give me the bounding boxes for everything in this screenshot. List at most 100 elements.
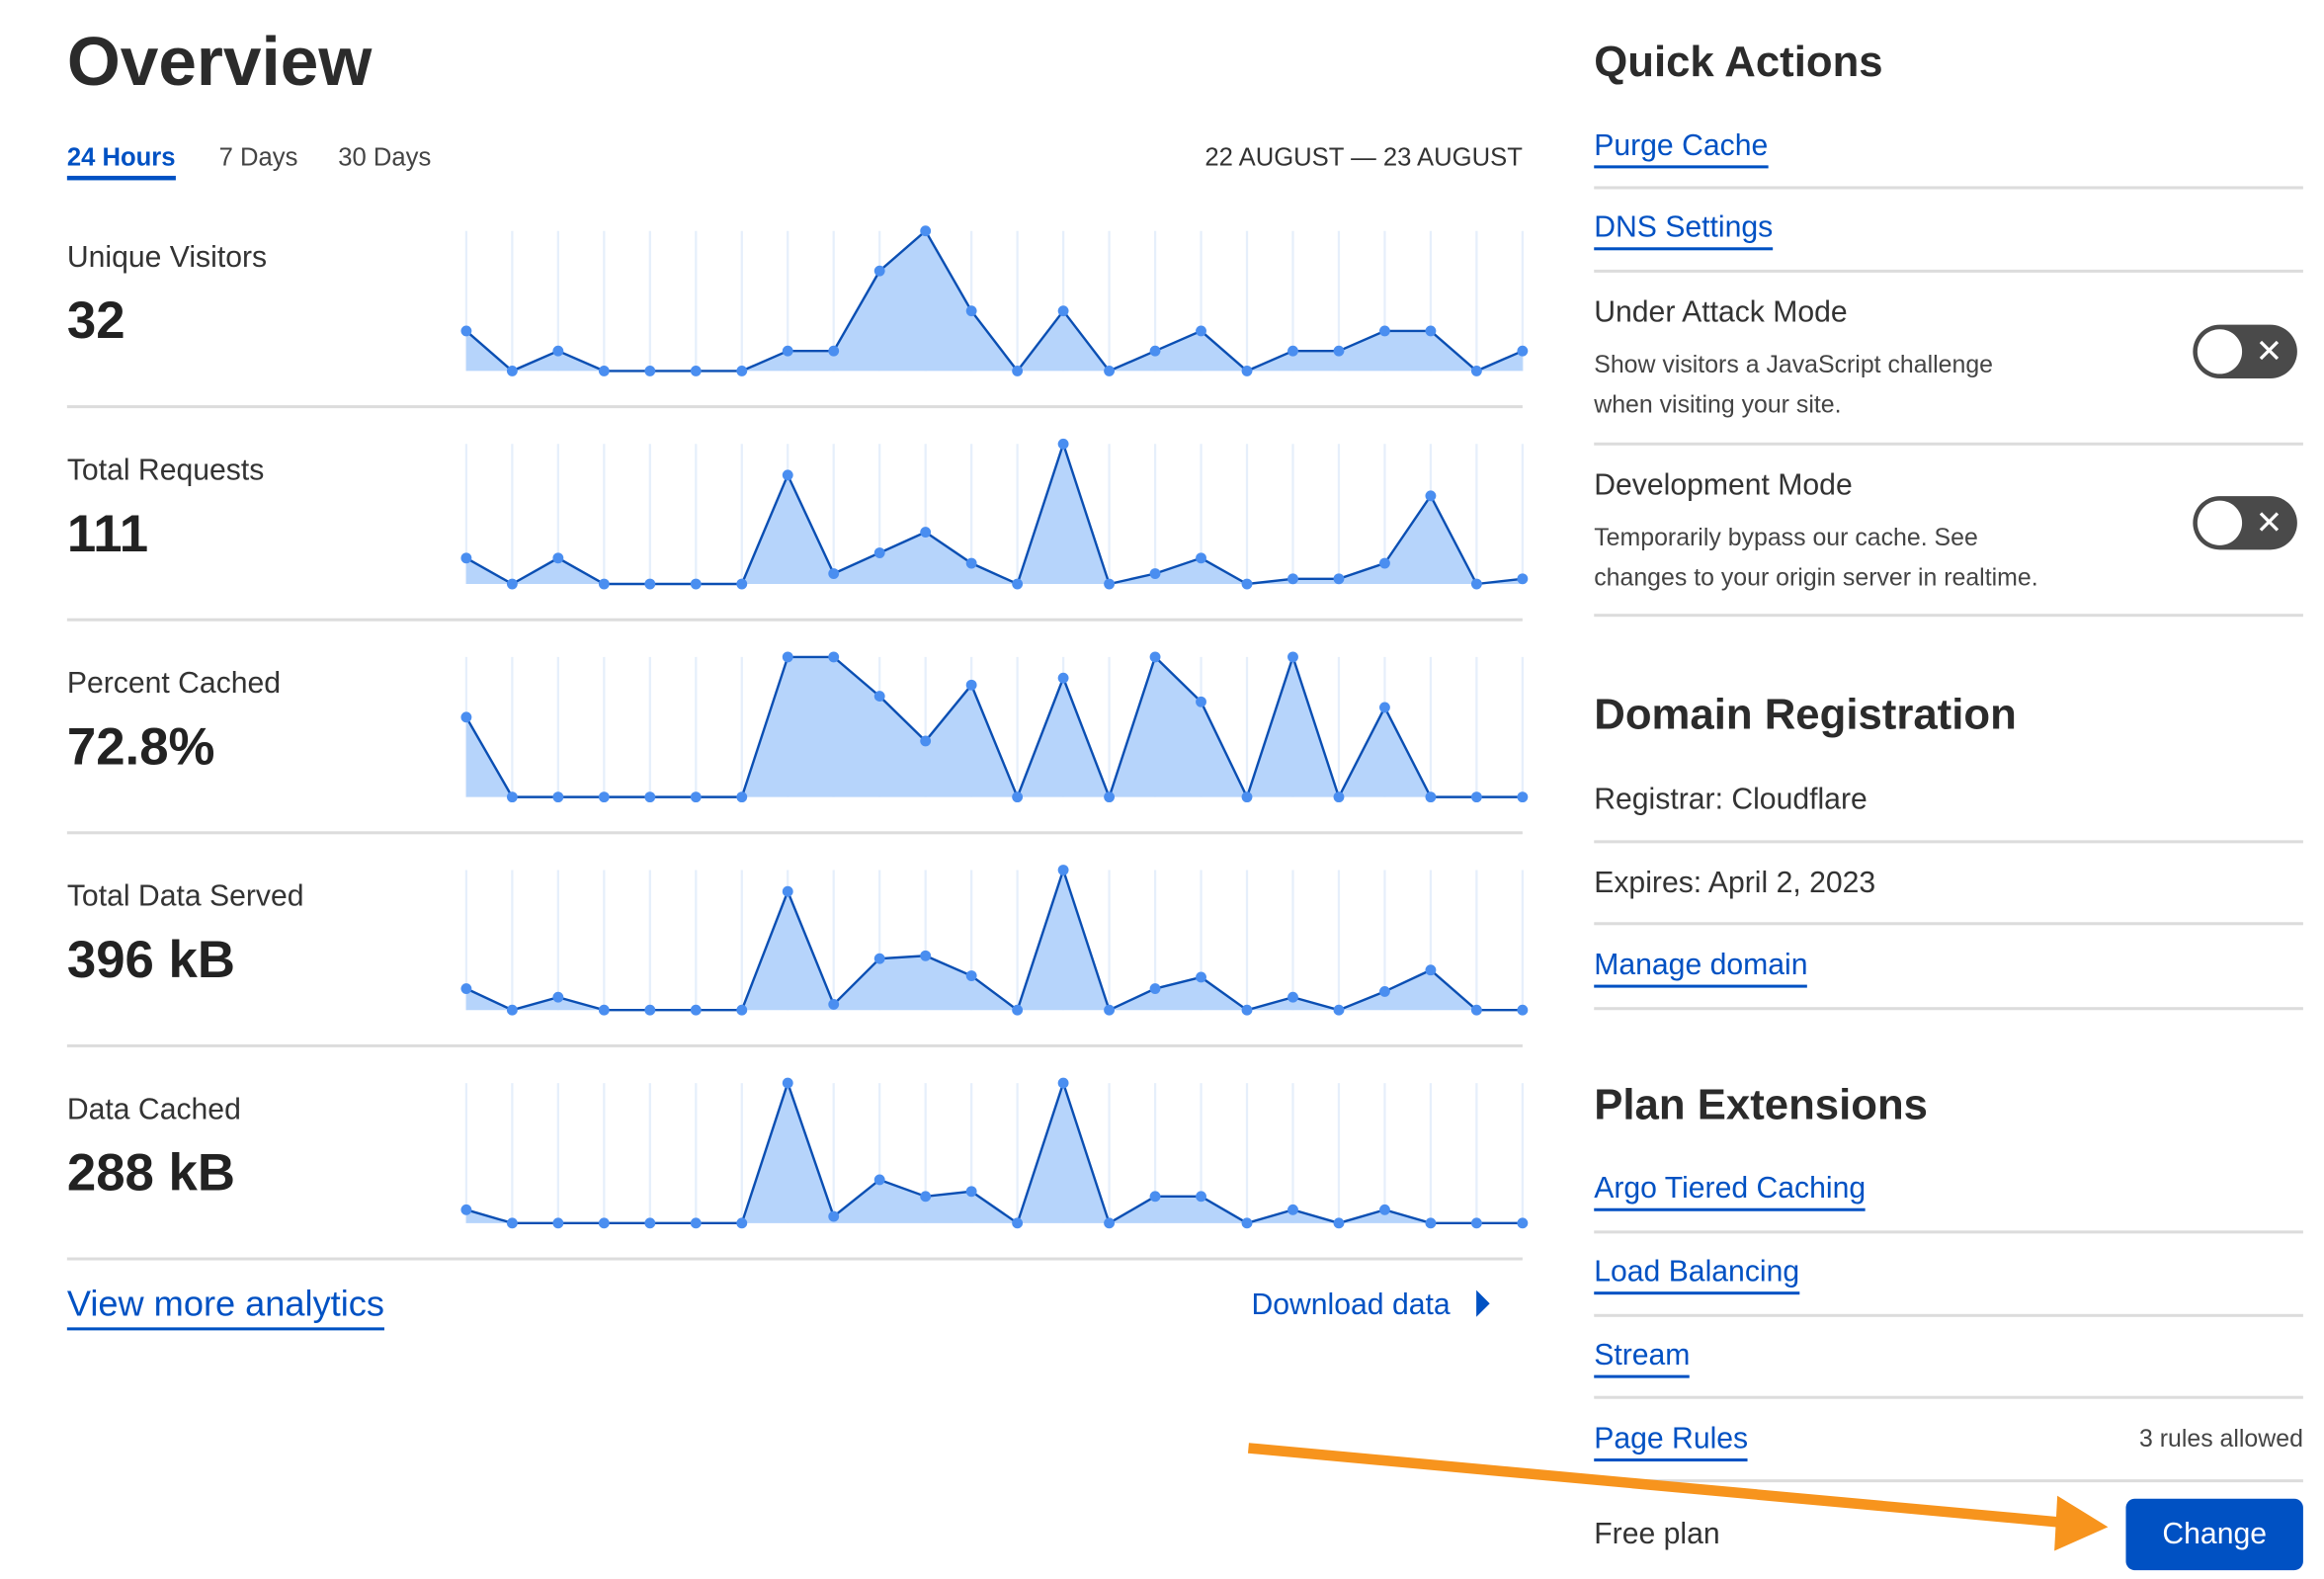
- data-point: [506, 578, 518, 590]
- data-point: [965, 679, 977, 691]
- data-point: [1333, 791, 1345, 803]
- divider: [1594, 614, 2303, 618]
- data-point: [1149, 568, 1161, 579]
- data-point: [506, 1217, 518, 1229]
- argo-tiered-caching-link[interactable]: Argo Tiered Caching: [1594, 1173, 1867, 1211]
- download-data-label: Download data: [1251, 1288, 1451, 1322]
- divider: [66, 1043, 1523, 1047]
- domain-registration-heading: Domain Registration: [1594, 691, 2017, 739]
- view-more-analytics-link[interactable]: View more analytics: [66, 1285, 384, 1331]
- data-point: [736, 365, 748, 376]
- data-point: [1425, 791, 1437, 803]
- data-point: [1379, 325, 1390, 337]
- data-point: [1333, 573, 1345, 585]
- divider: [1594, 269, 2303, 273]
- divider: [66, 405, 1523, 409]
- total-requests-value: 111: [66, 505, 149, 563]
- stream-link[interactable]: Stream: [1594, 1339, 1691, 1378]
- tab-7-days[interactable]: 7 Days: [218, 142, 298, 172]
- data-point: [873, 265, 885, 277]
- page-rules-note: 3 rules allowed: [2138, 1425, 2303, 1454]
- data-point: [1149, 983, 1161, 994]
- data-point: [552, 991, 564, 1003]
- data-point: [1057, 672, 1069, 684]
- data-point: [1149, 1191, 1161, 1203]
- page-rules-link[interactable]: Page Rules: [1594, 1423, 1749, 1462]
- data-point: [598, 365, 610, 376]
- data-point: [598, 1217, 610, 1229]
- dns-settings-link[interactable]: DNS Settings: [1594, 211, 1774, 251]
- data-point: [460, 325, 472, 337]
- data-point: [873, 1174, 885, 1186]
- data-point: [1149, 345, 1161, 357]
- divider: [1594, 922, 2303, 926]
- tab-30-days[interactable]: 30 Days: [338, 142, 432, 172]
- data-point: [782, 469, 793, 481]
- divider: [66, 618, 1523, 622]
- data-point: [1057, 305, 1069, 317]
- manage-domain-link[interactable]: Manage domain: [1594, 949, 1808, 988]
- area-fill: [465, 870, 1523, 1011]
- data-point: [828, 345, 840, 357]
- data-point: [460, 711, 472, 723]
- data-point: [1104, 365, 1116, 376]
- data-point: [782, 651, 793, 663]
- development-mode-toggle[interactable]: ✕: [2193, 496, 2297, 550]
- data-point: [506, 365, 518, 376]
- data-point: [920, 735, 932, 747]
- data-point: [460, 983, 472, 994]
- purge-cache-link[interactable]: Purge Cache: [1594, 129, 1769, 169]
- data-point: [1012, 1004, 1024, 1016]
- annotation-arrow-head: [2054, 1495, 2109, 1551]
- data-point: [1517, 345, 1529, 357]
- data-point: [1057, 865, 1069, 875]
- load-balancing-link[interactable]: Load Balancing: [1594, 1256, 1800, 1295]
- expires-text: Expires: April 2, 2023: [1594, 867, 1876, 900]
- data-point: [1287, 573, 1298, 585]
- divider: [66, 831, 1523, 835]
- data-point: [1379, 985, 1390, 997]
- tab-24-hours[interactable]: 24 Hours: [66, 143, 176, 181]
- data-point: [1012, 1217, 1024, 1229]
- under-attack-mode-toggle[interactable]: ✕: [2193, 324, 2297, 378]
- data-point: [1241, 1217, 1253, 1229]
- data-point: [1012, 365, 1024, 376]
- series-line: [465, 228, 1524, 374]
- data-point: [460, 1204, 472, 1215]
- data-point: [1470, 791, 1482, 803]
- data-point: [506, 791, 518, 803]
- data-point: [828, 999, 840, 1010]
- data-point: [1241, 791, 1253, 803]
- registrar-text: Registrar: Cloudflare: [1594, 784, 1868, 817]
- data-point: [690, 1217, 702, 1229]
- data-point: [1379, 557, 1390, 569]
- close-icon: ✕: [2255, 332, 2283, 370]
- divider: [1594, 186, 2303, 190]
- data-point: [1379, 702, 1390, 713]
- data-point: [1104, 791, 1116, 803]
- data-point: [1517, 791, 1529, 803]
- data-point: [552, 1217, 564, 1229]
- series-line: [464, 653, 1523, 801]
- data-point: [598, 791, 610, 803]
- plan-name: Free plan: [1594, 1518, 1720, 1551]
- data-point: [1333, 345, 1345, 357]
- data-point: [1287, 1204, 1298, 1215]
- data-point: [965, 970, 977, 981]
- data-point: [1470, 1004, 1482, 1016]
- total-data-served-value: 396 kB: [66, 931, 236, 990]
- data-point: [506, 1004, 518, 1016]
- total-data-served-label: Total Data Served: [66, 880, 304, 914]
- data-point: [828, 568, 840, 579]
- data-point: [644, 365, 656, 376]
- area-fill: [465, 444, 1523, 585]
- download-data-link[interactable]: Download data: [1251, 1288, 1490, 1323]
- change-plan-button[interactable]: Change: [2125, 1498, 2303, 1571]
- divider: [1594, 1007, 2303, 1011]
- data-point: [552, 552, 564, 564]
- divider: [1594, 1395, 2303, 1399]
- data-point: [1104, 578, 1116, 590]
- divider: [1594, 1230, 2303, 1234]
